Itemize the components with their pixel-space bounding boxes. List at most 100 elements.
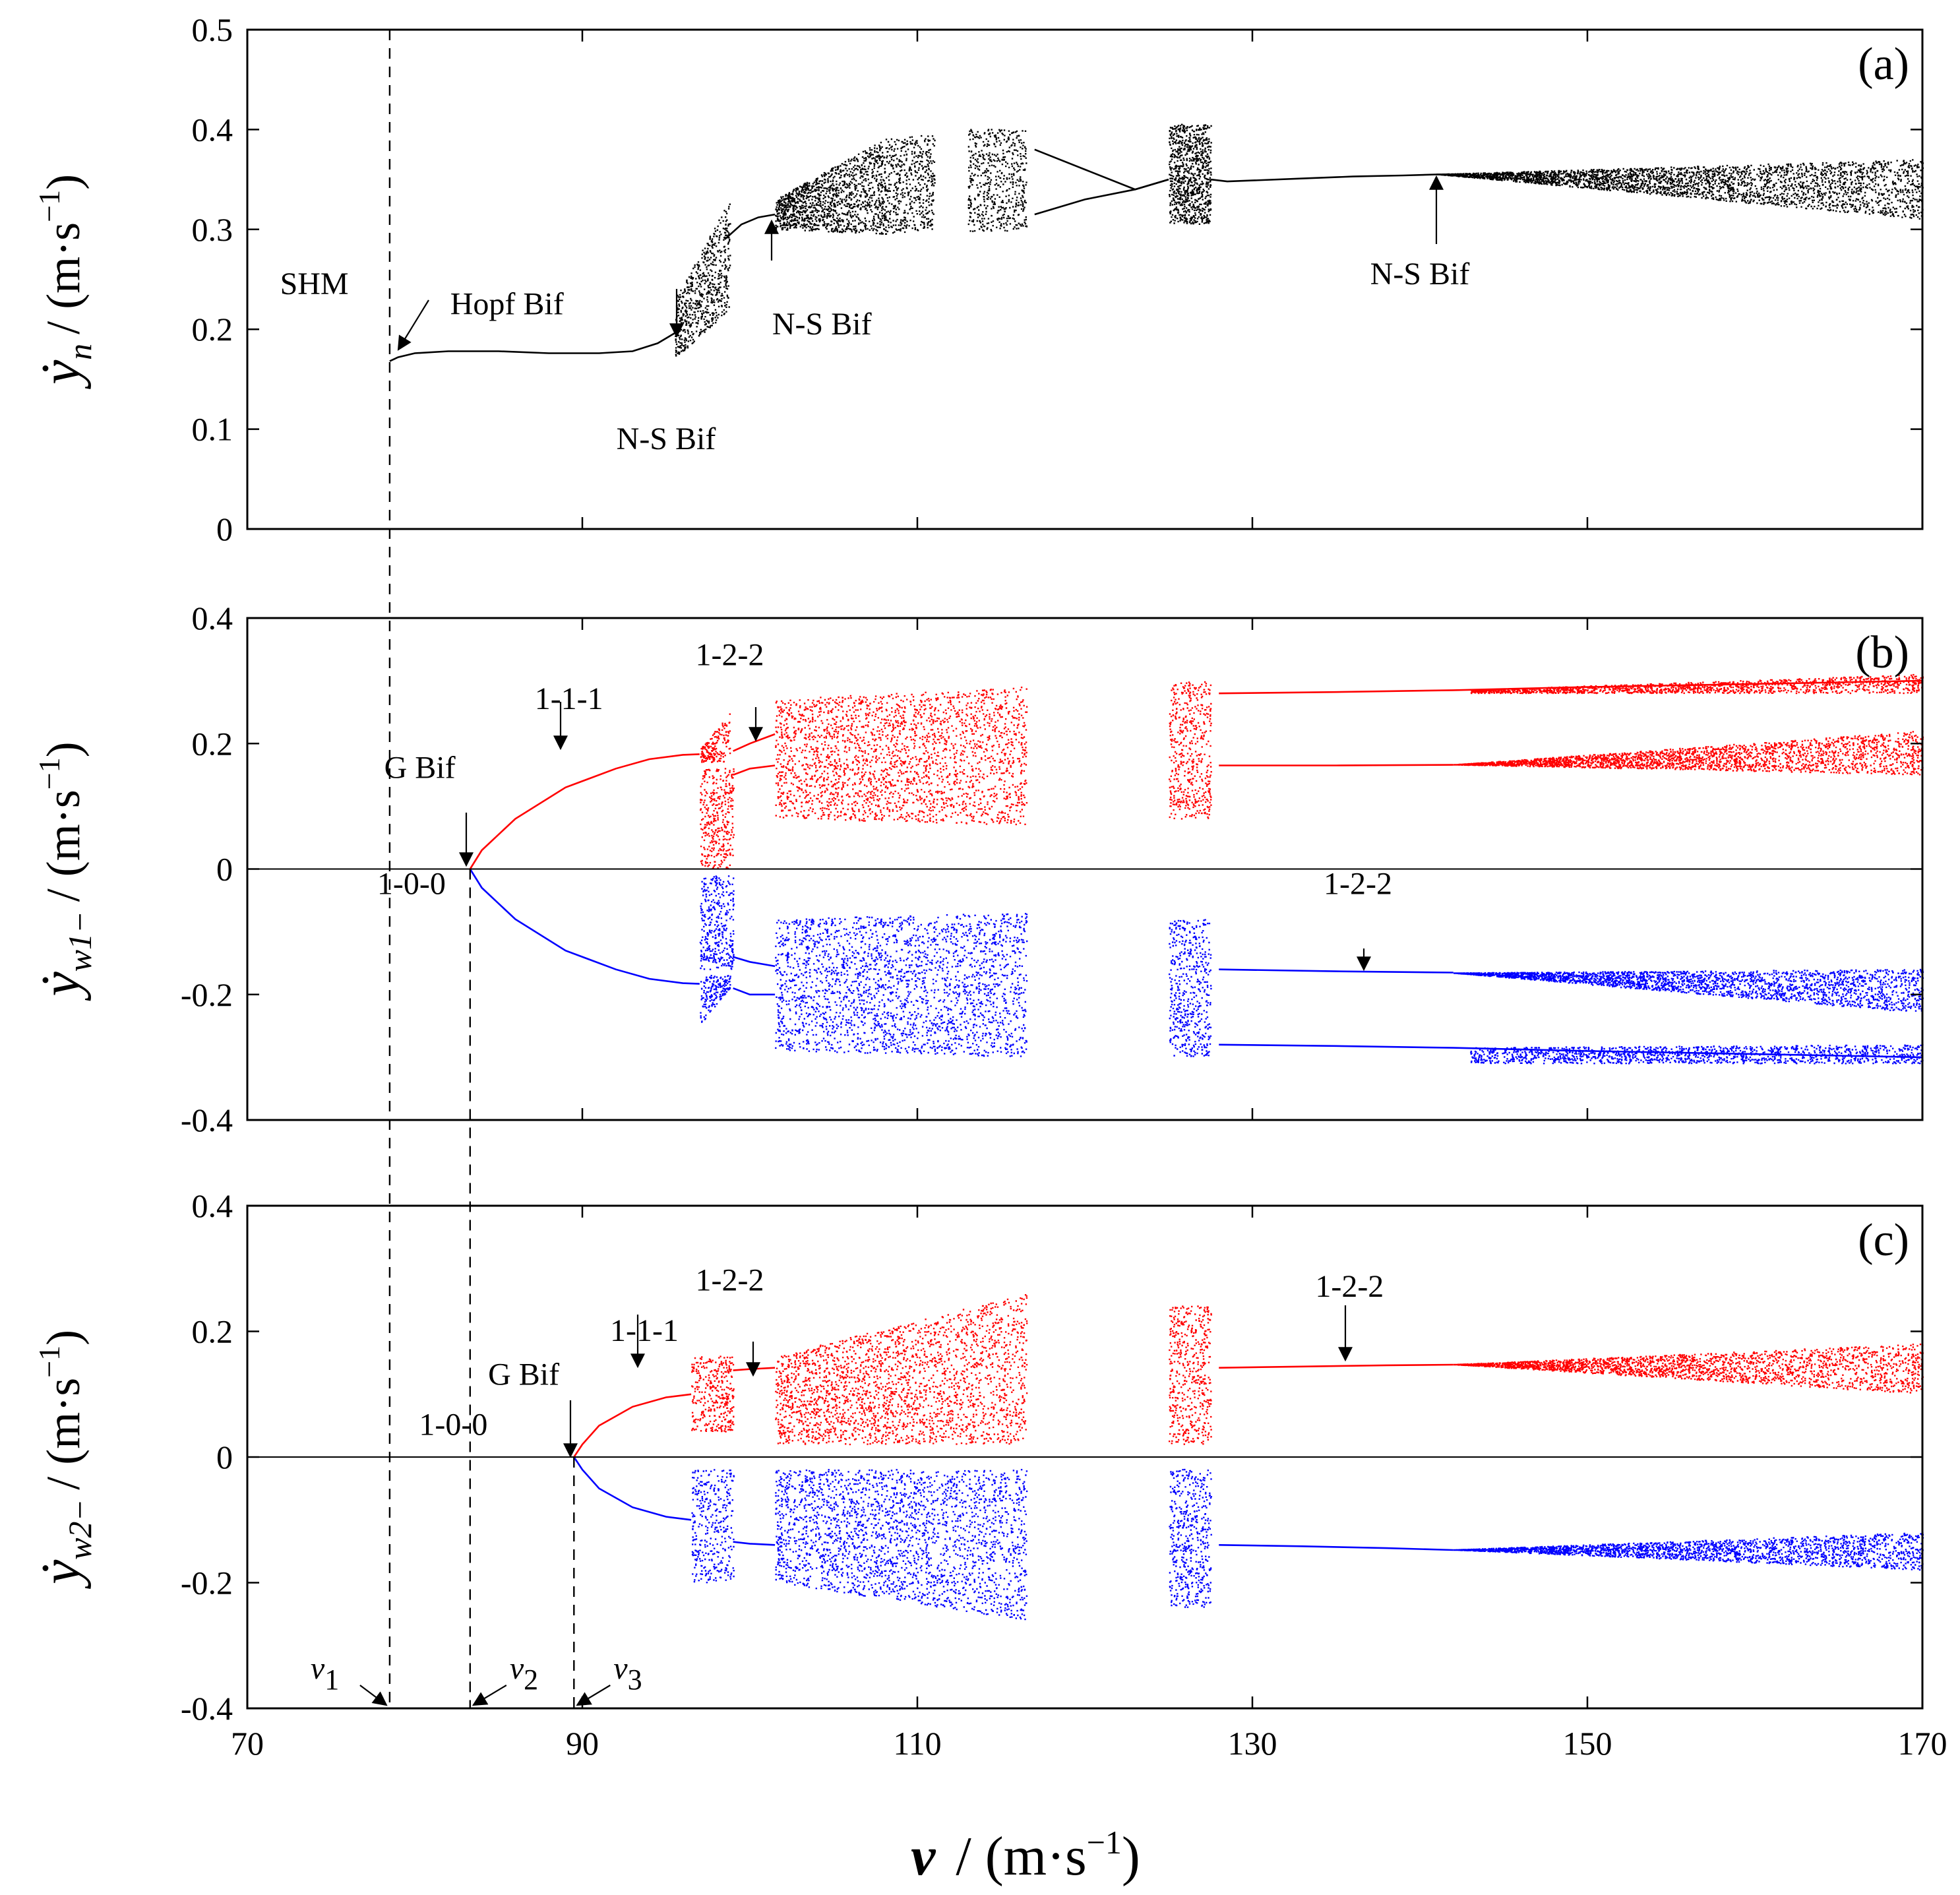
y-axis-label-exp-a: −1 — [32, 190, 66, 222]
chaos-region-b-3 — [699, 875, 735, 970]
panels-layer: 0 0.1 0.2 0.3 0.4 0.5 (a) SHM Hopf Bif N-S Bif N-S… — [30, 11, 1947, 1762]
branch-c-1 — [573, 1456, 692, 1521]
chaos-region-c-5 — [1169, 1468, 1212, 1608]
critical-speed-label-2: v2 — [510, 1651, 538, 1696]
annotation-c-2: G Bif — [488, 1357, 559, 1392]
y-tick-label-a-4: 0.4 — [192, 111, 233, 148]
branch-b-0 — [469, 753, 700, 870]
chaos-region-b-0 — [700, 713, 731, 763]
y-tick-label-c-0: -0.4 — [181, 1690, 233, 1727]
annotation-b-4: 1-2-2 — [1324, 867, 1392, 902]
x-axis-label-exp: −1 — [1087, 1824, 1122, 1861]
y-axis-label-var-c: ẏ — [30, 1559, 92, 1589]
annotation-a-4: N-S Bif — [1370, 257, 1470, 292]
chaos-region-a-0 — [674, 203, 731, 357]
y-tick-label-b-3: 0.2 — [192, 725, 233, 762]
chaos-region-a-3 — [967, 129, 1028, 232]
annotation-c-3: 1-0-0 — [419, 1408, 487, 1443]
annotation-c-4: 1-2-2 — [1315, 1269, 1384, 1304]
critical-speed-label-var-1: v — [311, 1651, 325, 1686]
y-tick-label-a-0: 0 — [216, 511, 233, 547]
chaos-region-c-7 — [1453, 1532, 1924, 1571]
branch-c-5 — [1219, 1544, 1454, 1551]
branch-b-3 — [733, 764, 776, 776]
branch-a-3 — [1034, 148, 1169, 191]
chaos-region-b-6 — [1169, 681, 1212, 820]
branch-b-4 — [733, 956, 776, 968]
chaos-region-a-2 — [884, 135, 936, 235]
branch-a-0 — [389, 323, 684, 362]
branch-a-2 — [1210, 173, 1454, 183]
x-tick-label-2: 110 — [893, 1725, 941, 1762]
critical-speed-arrow-3 — [576, 1685, 611, 1706]
x-axis-label: v / (m·s−1) — [911, 1824, 1140, 1887]
y-tick-label-a-3: 0.3 — [192, 211, 233, 248]
y-axis-label-unit-a: / (m·s — [37, 222, 90, 334]
chaos-region-c-0 — [691, 1355, 735, 1433]
y-tick-label-c-3: 0.2 — [192, 1313, 233, 1350]
annotation-a-2: N-S Bif — [617, 421, 716, 456]
annotation-a-3: N-S Bif — [772, 307, 872, 342]
chaos-region-a-1 — [775, 141, 886, 235]
branch-b-1 — [469, 868, 700, 985]
y-tick-label-b-0: -0.4 — [181, 1102, 233, 1138]
y-axis-label-unit-b: / (m·s — [37, 790, 90, 902]
annotation-c-1: 1-1-1 — [610, 1313, 679, 1348]
branch-b-7 — [1219, 764, 1454, 766]
chaos-region-b-7 — [1169, 919, 1212, 1057]
critical-speed-label-3: v3 — [613, 1651, 642, 1696]
annotation-c-0: 1-2-2 — [696, 1263, 764, 1298]
critical-speed-label-sub-1: 1 — [324, 1663, 339, 1696]
chaos-region-c-4 — [1169, 1305, 1212, 1445]
chaos-region-c-3 — [775, 1469, 1028, 1621]
branch-b-8 — [1219, 968, 1454, 974]
panel-label-c: (c) — [1858, 1215, 1909, 1266]
y-axis-label-exp-c: −1 — [32, 1346, 66, 1378]
branch-a-4 — [1034, 178, 1169, 216]
x-tick-label-0: 70 — [231, 1725, 264, 1762]
chaos-region-c-2 — [775, 1294, 1028, 1446]
branch-c-3 — [733, 1541, 776, 1546]
annotation-arrows — [397, 175, 1444, 1458]
y-axis-label-sub-b: w1− — [61, 911, 98, 972]
y-tick-label-b-2: 0 — [216, 851, 233, 888]
branch-a-1 — [724, 213, 776, 240]
chaos-region-a-4 — [1169, 123, 1212, 225]
branch-c-4 — [1219, 1363, 1454, 1369]
y-axis-label-b: ẏw1− / (m·s−1) — [30, 741, 98, 1001]
y-tick-label-b-1: -0.2 — [181, 976, 233, 1013]
critical-speed-label-1: v1 — [311, 1651, 339, 1696]
critical-speed-label-sub-2: 2 — [524, 1663, 538, 1696]
branch-b-2 — [733, 733, 776, 752]
x-axis-label-var: v — [911, 1826, 936, 1887]
annotation-a-0: SHM — [280, 266, 349, 301]
annotation-arrow-0 — [397, 299, 429, 351]
chaos-region-b-5 — [775, 913, 1028, 1057]
chaos-region-b-11 — [1470, 1044, 1924, 1065]
y-axis-label-var-b: ẏ — [30, 972, 92, 1001]
annotation-b-3: 1-0-0 — [377, 867, 446, 902]
panel-a: 0 0.1 0.2 0.3 0.4 0.5 (a) SHM Hopf Bif N-S Bif N-S… — [30, 11, 1924, 547]
chaos-region-c-6 — [1453, 1344, 1924, 1394]
y-axis-label-var-a: ẏ — [30, 359, 92, 389]
critical-speed-label-var-3: v — [613, 1651, 628, 1686]
y-axis-label-sub-a: n — [61, 344, 98, 360]
panel-b: -0.4 -0.2 0 0.2 0.4 (b) 1-1-1 1-2-2 G Bif 1-0-0 1-… — [30, 600, 1924, 1138]
panel-c: -0.4 -0.2 0 0.2 0.4 70 90 110 130 150 170 (c) 1-2-2 1… — [30, 1187, 1947, 1762]
critical-speed-arrow-2 — [472, 1685, 507, 1706]
chaos-region-b-1 — [700, 975, 731, 1023]
critical-speed-arrow-1 — [359, 1685, 388, 1706]
x-tick-label-3: 130 — [1228, 1725, 1277, 1762]
branch-c-0 — [573, 1393, 692, 1458]
panel-label-b: (b) — [1855, 627, 1909, 678]
y-tick-label-a-5: 0.5 — [192, 11, 233, 48]
critical-speed-label-var-2: v — [510, 1651, 524, 1686]
y-axis-label-close-a: ) — [37, 174, 90, 190]
chaos-region-c-1 — [691, 1469, 735, 1584]
branch-c-2 — [733, 1367, 776, 1371]
x-axis-label-unit: (m·s — [985, 1826, 1087, 1887]
y-tick-label-c-4: 0.4 — [192, 1187, 233, 1224]
svg-text:v / (m·s−1): v / (m·s−1) — [911, 1824, 1140, 1887]
chaos-region-a-5 — [1436, 159, 1924, 220]
